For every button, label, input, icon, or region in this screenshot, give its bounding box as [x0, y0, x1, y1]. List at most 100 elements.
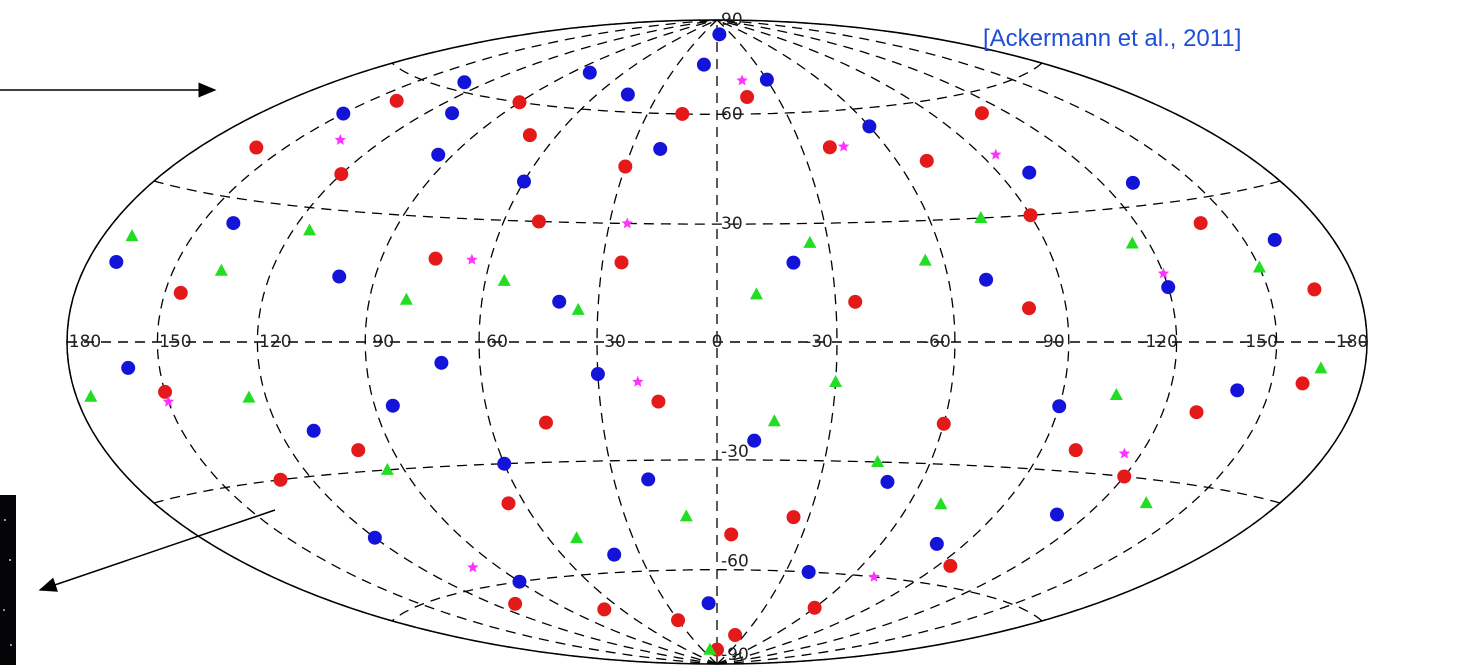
- point: [332, 270, 346, 284]
- point: [226, 216, 240, 230]
- point: [1158, 268, 1169, 279]
- point: [1119, 448, 1131, 459]
- x-tick-label: -150: [1239, 332, 1278, 352]
- point: [618, 159, 632, 173]
- point: [368, 531, 382, 545]
- x-tick-label: 30: [604, 332, 626, 352]
- point: [868, 571, 879, 582]
- point: [760, 73, 774, 87]
- x-tick-label: 60: [486, 332, 508, 352]
- point: [943, 559, 957, 573]
- point: [466, 254, 477, 265]
- point: [975, 106, 989, 120]
- y-tick-label: -30: [721, 442, 749, 462]
- parallel: [154, 460, 1280, 503]
- point: [736, 75, 747, 86]
- point: [303, 223, 316, 235]
- sky-image-crop: [0, 495, 16, 665]
- point: [675, 107, 689, 121]
- point: [512, 95, 526, 109]
- point: [862, 119, 876, 133]
- x-tick-label: 90: [372, 332, 394, 352]
- point: [158, 385, 172, 399]
- point: [1296, 376, 1310, 390]
- point: [848, 295, 862, 309]
- point: [84, 390, 97, 402]
- point: [802, 565, 816, 579]
- point: [457, 75, 471, 89]
- point: [1190, 405, 1204, 419]
- point: [1140, 496, 1153, 508]
- point: [1110, 388, 1123, 400]
- point: [1022, 166, 1036, 180]
- point: [497, 457, 511, 471]
- parallel: [392, 63, 1042, 114]
- point: [829, 375, 842, 387]
- x-tick-label: -60: [923, 332, 951, 352]
- point: [121, 361, 135, 375]
- point: [501, 496, 515, 510]
- point: [517, 175, 531, 189]
- point: [632, 376, 643, 387]
- point: [431, 148, 445, 162]
- point: [400, 293, 413, 305]
- point: [1268, 233, 1282, 247]
- y-tick-label: 30: [721, 214, 743, 234]
- x-tick-label: 150: [159, 332, 191, 352]
- y-tick-label: 90: [721, 10, 743, 30]
- point: [1069, 443, 1083, 457]
- point: [803, 236, 816, 248]
- point: [512, 575, 526, 589]
- point: [823, 140, 837, 154]
- point: [498, 274, 511, 286]
- point: [747, 434, 761, 448]
- point: [597, 602, 611, 616]
- x-tick-label: -90: [1037, 332, 1065, 352]
- y-tick-label: -90: [721, 645, 749, 665]
- point: [1117, 469, 1131, 483]
- point: [508, 597, 522, 611]
- point: [1126, 236, 1139, 248]
- point: [273, 473, 287, 487]
- point: [336, 107, 350, 121]
- labels: 1801501209060300-30-60-90-120-150-180906…: [69, 10, 1369, 665]
- point: [1314, 361, 1327, 373]
- point: [445, 106, 459, 120]
- point: [335, 134, 346, 145]
- x-tick-label: 0: [712, 332, 723, 352]
- point: [641, 472, 655, 486]
- y-tick-label: -60: [721, 552, 749, 572]
- point: [1194, 216, 1208, 230]
- point: [583, 66, 597, 80]
- point: [591, 367, 605, 381]
- chart: 1801501209060300-30-60-90-120-150-180906…: [0, 0, 1463, 670]
- point: [768, 414, 781, 426]
- point: [570, 531, 583, 543]
- point: [307, 424, 321, 438]
- point: [697, 58, 711, 72]
- point: [808, 601, 822, 615]
- point: [386, 399, 400, 413]
- point: [1052, 399, 1066, 413]
- point: [1253, 260, 1266, 272]
- x-tick-label: -180: [1330, 332, 1369, 352]
- point: [750, 287, 763, 299]
- point: [979, 273, 993, 287]
- point: [651, 395, 665, 409]
- point: [934, 497, 947, 509]
- point: [702, 596, 716, 610]
- point: [671, 613, 685, 627]
- point: [621, 88, 635, 102]
- point: [1161, 280, 1175, 294]
- pointer-arrow: [40, 510, 275, 590]
- point: [937, 417, 951, 431]
- point: [622, 218, 633, 229]
- point: [740, 90, 754, 104]
- point: [249, 141, 263, 155]
- point: [572, 303, 585, 315]
- x-tick-label: 180: [69, 332, 101, 352]
- point: [381, 463, 394, 475]
- point: [351, 443, 365, 457]
- point: [680, 509, 693, 521]
- point: [215, 264, 228, 276]
